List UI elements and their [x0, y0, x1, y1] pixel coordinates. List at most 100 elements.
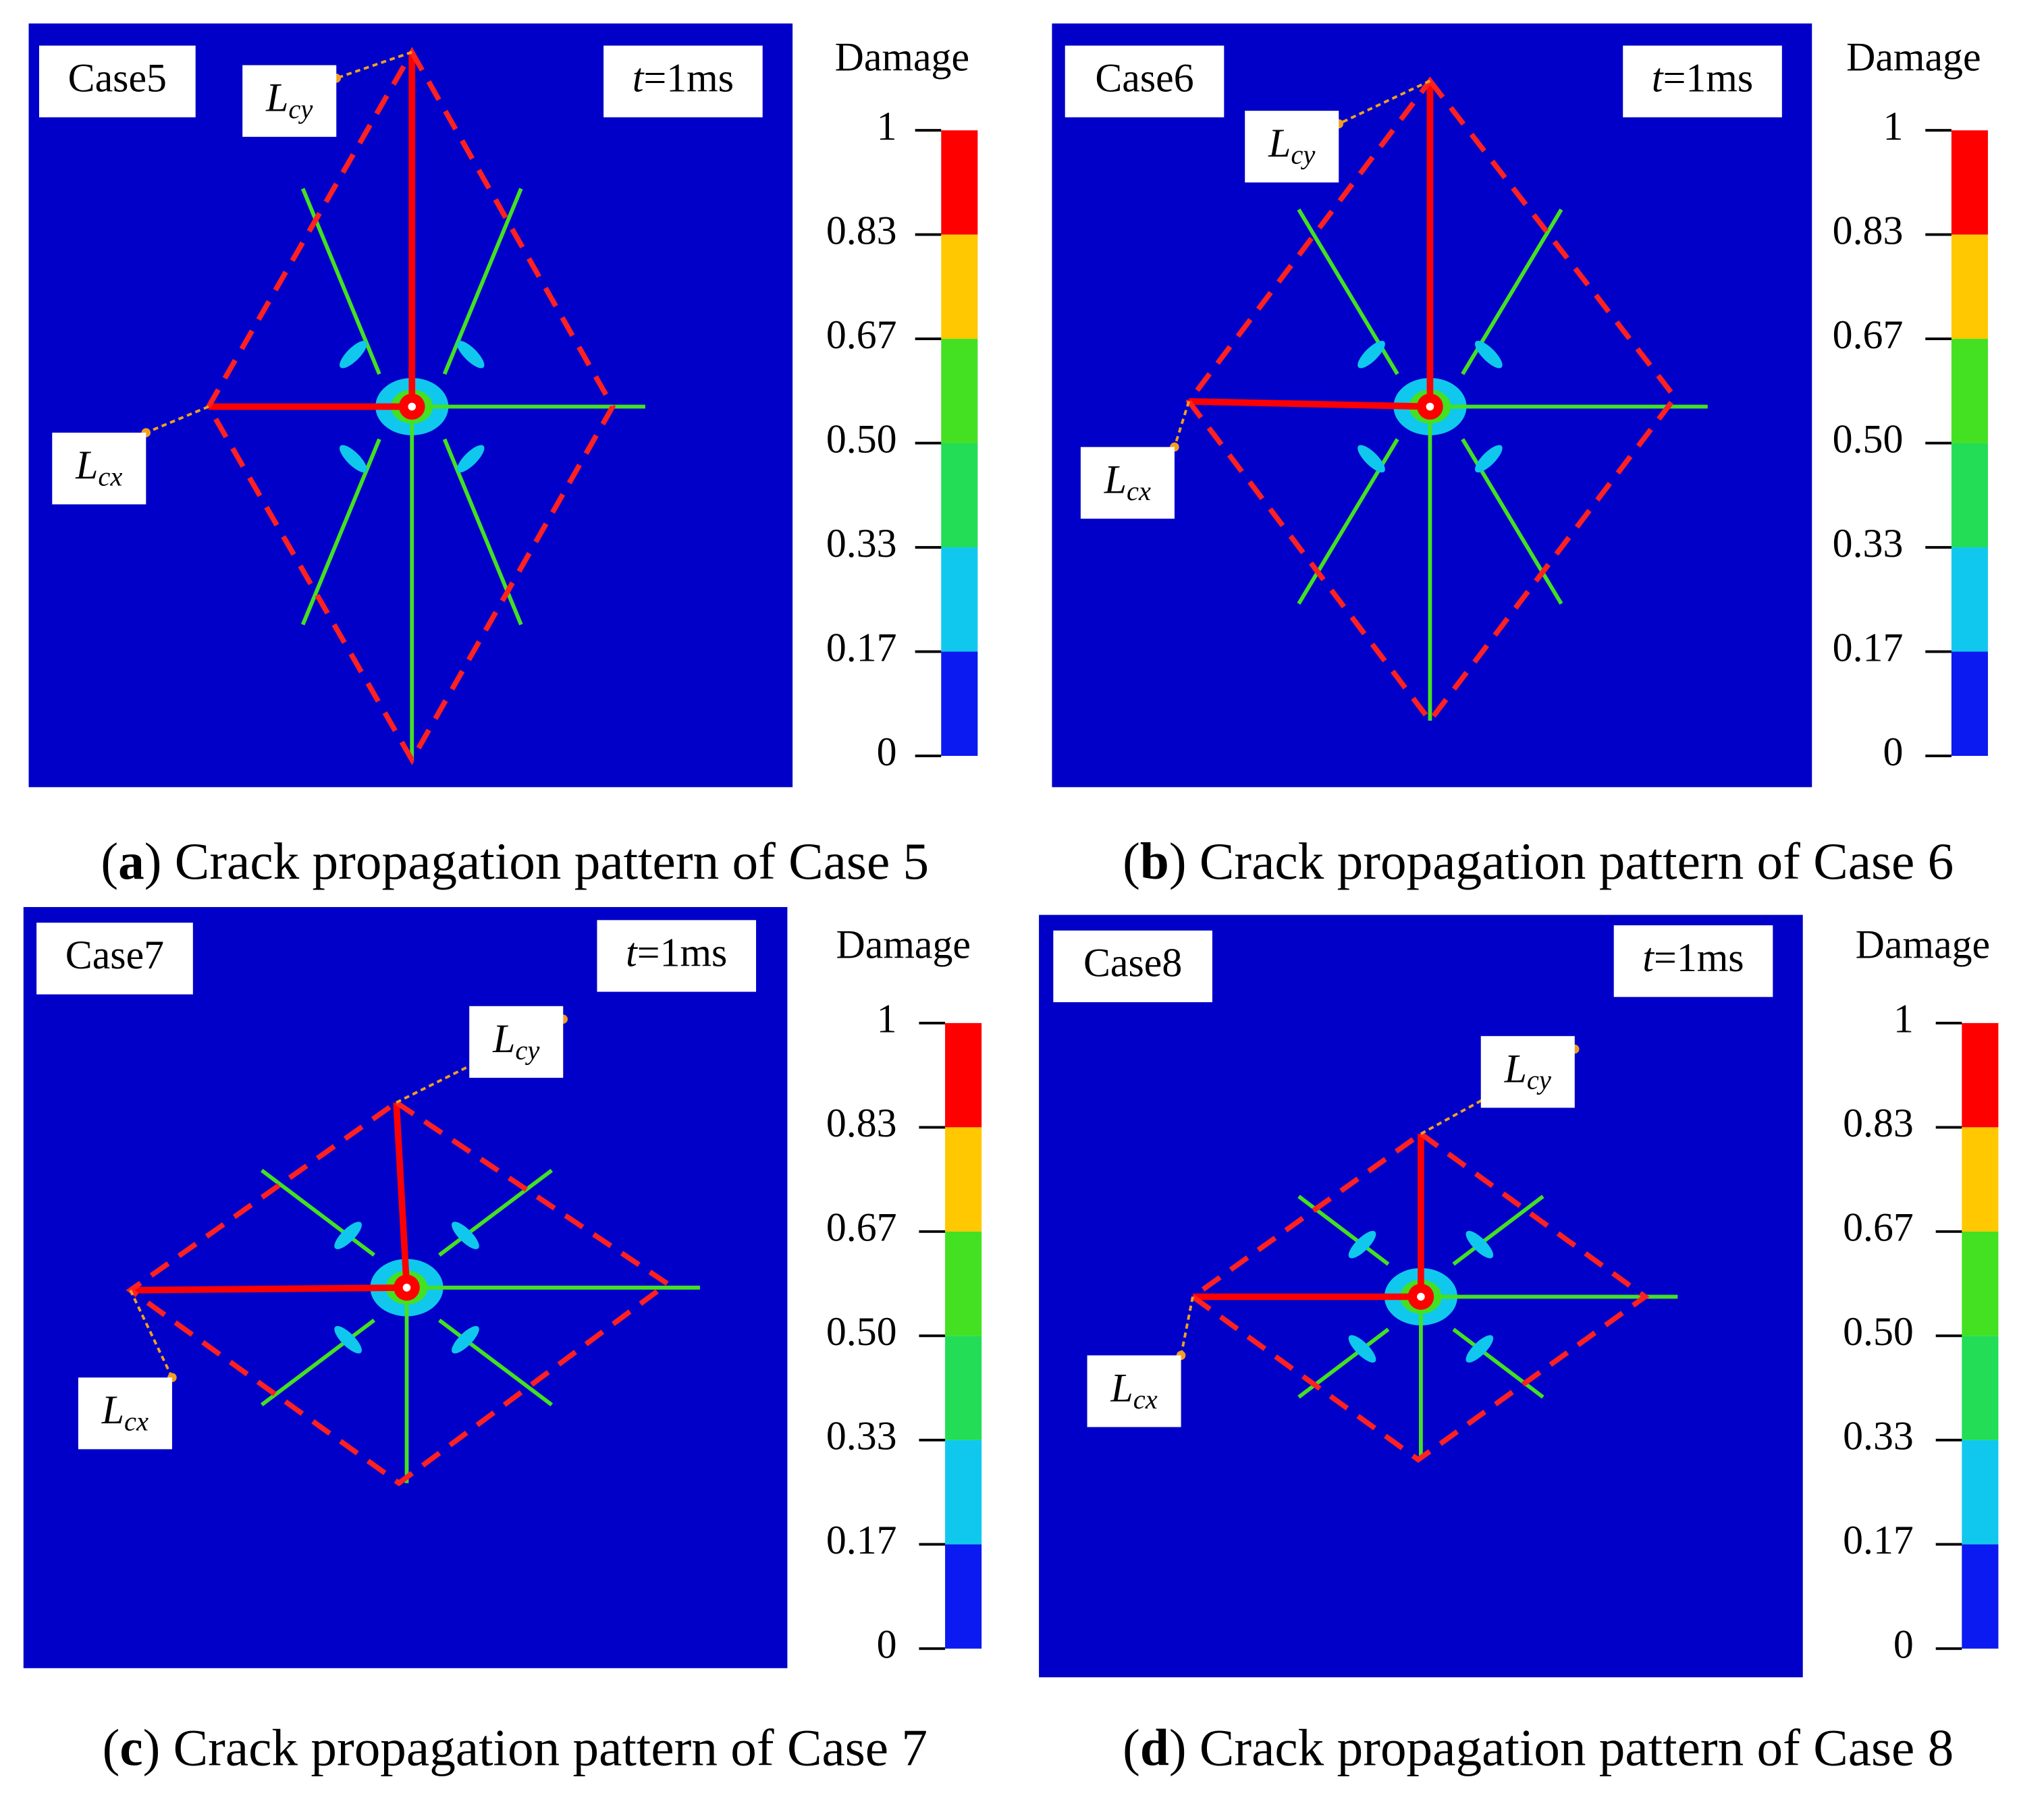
colorbar-segment — [941, 651, 978, 757]
colorbar-segment — [1962, 1022, 1999, 1128]
colorbar-tick-label: 0.67 — [1833, 312, 1904, 357]
colorbar-tick-label: 1 — [1893, 997, 1914, 1041]
colorbar-tick-label: 0.33 — [826, 1414, 897, 1458]
length-label-box — [1245, 111, 1339, 183]
case-label-box — [1065, 45, 1225, 117]
length-symbol: L — [1504, 1046, 1527, 1091]
length-label: Lcy — [1268, 121, 1316, 170]
length-subscript: cy — [1527, 1065, 1552, 1095]
colorbar-segment — [1962, 1127, 1999, 1232]
colorbar-title: Damage — [1846, 34, 1981, 79]
colorbar-tick-label: 1 — [877, 104, 897, 148]
panel: Case5 t=1msLcyLcxDamage10.830.670.500.330… — [28, 23, 978, 890]
length-label: Lcx — [1104, 457, 1151, 506]
damage-zone — [1348, 1230, 1376, 1259]
length-subscript: cy — [288, 94, 313, 124]
colorbar-segment — [1951, 651, 1988, 757]
caption-text: ) Crack propagation pattern of Case 8 — [1169, 1718, 1954, 1776]
colorbar-tick-label: 0 — [877, 1622, 897, 1667]
crack-left — [130, 1284, 407, 1294]
time-variable: t — [1652, 55, 1664, 100]
damage-zone — [456, 445, 485, 473]
damage-zone — [1348, 1335, 1376, 1363]
caption-prefix: ( — [101, 832, 118, 890]
damage-zone — [340, 340, 367, 368]
length-label: Lcy — [265, 75, 313, 124]
damage-zone — [1357, 445, 1385, 473]
colorbar-segment — [1962, 1231, 1999, 1336]
colorbar-tick-label: 0.83 — [1833, 208, 1904, 252]
time-variable: t — [633, 55, 645, 100]
caption-letter: c — [119, 1718, 142, 1776]
time-label: t=1ms — [633, 55, 734, 100]
caption-prefix: ( — [103, 1718, 120, 1776]
colorbar-tick-label: 1 — [1883, 104, 1903, 148]
length-symbol: L — [75, 443, 98, 487]
length-arrow — [1173, 401, 1191, 447]
time-variable: t — [626, 930, 638, 975]
damage-zone — [452, 1222, 479, 1249]
time-label: t=1ms — [1652, 55, 1753, 100]
caption: (b) Crack propagation pattern of Case 6 — [1123, 832, 1954, 890]
length-symbol: L — [492, 1016, 515, 1061]
diagonal-crack — [1452, 1195, 1544, 1266]
colorbar-segment — [941, 234, 978, 339]
colorbar-segment — [945, 1544, 982, 1649]
length-arrow — [129, 1289, 173, 1378]
length-label: Lcy — [492, 1016, 540, 1066]
caption-prefix: ( — [1123, 1718, 1140, 1776]
colorbar-tick-label: 1 — [877, 997, 897, 1041]
colorbar-tick-label: 0.33 — [826, 521, 897, 566]
colorbar-tick-label: 0.50 — [1833, 416, 1904, 461]
length-subscript: cy — [515, 1035, 540, 1066]
colorbar-title: Damage — [835, 34, 969, 79]
length-arrow — [145, 405, 209, 434]
panel: Case7 t=1msLcyLcxDamage10.830.670.500.330… — [23, 907, 982, 1776]
length-label-box — [1080, 447, 1175, 519]
colorbar-tick-label: 0.33 — [1833, 521, 1904, 566]
diagonal-crack — [438, 1318, 554, 1406]
colorbar-segment — [941, 547, 978, 652]
case-label: Case6 — [1095, 55, 1193, 100]
damage-zone — [334, 1325, 362, 1354]
blast-hole — [1426, 402, 1434, 411]
colorbar-tick-label: 0.17 — [1833, 625, 1904, 669]
length-symbol: L — [101, 1388, 124, 1432]
caption-letter: d — [1140, 1718, 1169, 1776]
colorbar-tick-label: 0.17 — [1843, 1518, 1914, 1562]
crack-envelope — [205, 47, 616, 765]
time-label: t=1ms — [1642, 935, 1744, 980]
time-label-box — [1623, 45, 1782, 117]
caption: (a) Crack propagation pattern of Case 5 — [101, 832, 929, 890]
colorbar-segment — [1951, 234, 1988, 339]
diagonal-crack — [260, 1318, 375, 1406]
colorbar-segment — [941, 443, 978, 548]
panel: Case6 t=1ms Lcy Lcx Damage 1 0.83 0.67 0.50 0.33 0… — [1052, 23, 1988, 890]
colorbar-title: Damage — [1856, 923, 1990, 967]
colorbar-tick-label: 0.50 — [826, 416, 897, 461]
caption: (c) Crack propagation pattern of Case 7 — [103, 1718, 927, 1776]
colorbar-segment — [1951, 130, 1988, 235]
damage-zone — [1475, 445, 1503, 473]
diagonal-crack — [1452, 1327, 1544, 1399]
length-arrow — [1179, 1296, 1194, 1356]
colorbar-segment — [941, 339, 978, 443]
case-label: Case5 — [68, 55, 167, 100]
colorbar-segment — [945, 1336, 982, 1440]
length-subscript: cx — [1133, 1384, 1158, 1415]
colorbar-tick-label: 0.67 — [826, 312, 897, 357]
diagonal-crack — [438, 1168, 554, 1257]
blast-hole — [408, 402, 416, 411]
crack-envelope — [126, 1099, 672, 1487]
length-label-box — [1087, 1355, 1181, 1427]
panel: Case8 t=1msLcyLcxDamage10.830.670.500.330… — [1039, 914, 1999, 1776]
colorbar-segment — [945, 1231, 982, 1336]
length-label: Lcy — [1504, 1046, 1552, 1095]
caption-text: ) Crack propagation pattern of Case 5 — [144, 832, 929, 890]
length-symbol: L — [265, 75, 288, 119]
time-value: =1ms — [1654, 935, 1744, 980]
caption-prefix: ( — [1123, 832, 1140, 890]
damage-zone — [1475, 340, 1503, 368]
case-label-box — [1053, 930, 1212, 1003]
